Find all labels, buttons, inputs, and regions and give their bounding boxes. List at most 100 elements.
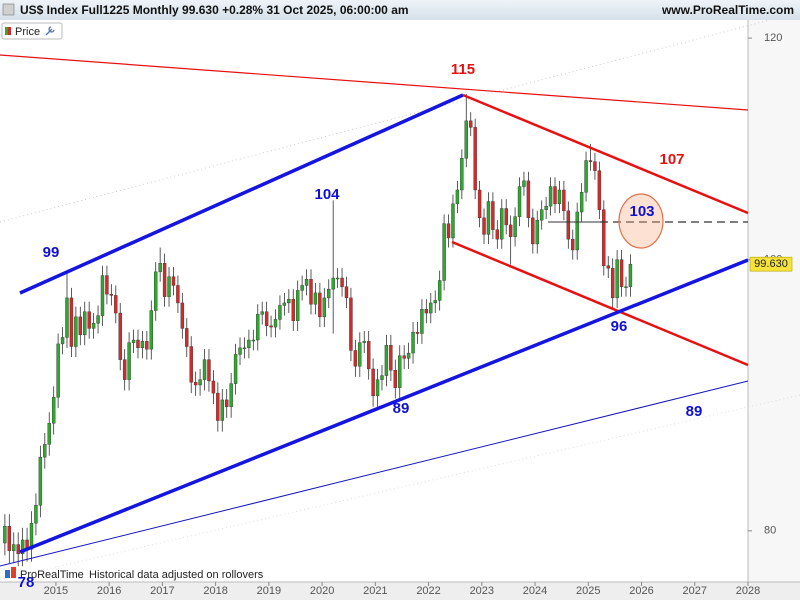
candle-body — [477, 189, 482, 219]
candle-body — [610, 267, 615, 299]
candle-body — [69, 297, 74, 347]
candle-body — [597, 170, 602, 210]
candle-body — [393, 370, 397, 388]
candle-body — [149, 310, 153, 350]
candle-body — [273, 319, 278, 328]
candle-body — [606, 265, 610, 269]
candle-body — [588, 160, 593, 162]
candle-body — [442, 223, 446, 281]
legend-box — [1, 22, 63, 40]
candle-body — [105, 275, 109, 295]
candle-body — [398, 355, 402, 388]
x-tick-label: 2018 — [203, 585, 227, 597]
candle-body — [140, 341, 145, 349]
candle-body — [344, 286, 349, 299]
candle-body — [575, 211, 579, 251]
candle-body — [460, 158, 464, 191]
brand: ProRealTime — [20, 569, 84, 581]
candle-body — [513, 216, 517, 237]
x-tick-label: 2026 — [629, 585, 653, 597]
candle-body — [309, 279, 313, 305]
candle-body — [202, 359, 207, 380]
candle-body — [96, 315, 100, 324]
candle-body — [624, 286, 628, 288]
candle-body — [464, 120, 468, 159]
candle-body — [34, 505, 38, 524]
candle-body — [593, 161, 597, 171]
chart-title: US$ Index Full1225 Monthly 99.630 +0.28%… — [20, 3, 409, 17]
y-tick-label: 120 — [764, 32, 782, 44]
candle-body — [313, 292, 318, 305]
candle-body — [118, 312, 122, 360]
candle-body — [74, 316, 78, 347]
candle-body — [38, 456, 43, 506]
candle-body — [180, 302, 185, 329]
legend-label: Price — [15, 26, 40, 38]
candle-body — [282, 302, 287, 306]
candle-body — [60, 337, 65, 345]
candle-body — [335, 277, 340, 280]
legend-swatch-up — [5, 27, 8, 35]
x-tick-label: 2020 — [310, 585, 334, 597]
candle-body — [544, 205, 548, 210]
candle-body — [318, 292, 322, 318]
annotation: 115 — [451, 61, 475, 78]
price-axis-panel — [748, 20, 800, 582]
annotation: 89 — [686, 403, 703, 420]
candle-body — [331, 277, 335, 290]
candle-body — [566, 210, 571, 240]
candle-body — [91, 323, 96, 329]
highlight-circle — [618, 193, 664, 249]
candle-body — [247, 339, 251, 349]
candle-body — [256, 314, 260, 341]
candle-body — [375, 379, 380, 397]
candle-body — [3, 526, 7, 544]
candle-body — [136, 339, 140, 349]
candle-body — [16, 544, 20, 555]
candle-body — [602, 209, 606, 266]
candle-body — [242, 347, 247, 350]
candle-body — [167, 276, 171, 297]
x-tick-label: 2025 — [576, 585, 600, 597]
candle-body — [353, 350, 358, 367]
candle-body — [185, 328, 189, 347]
candle-body — [429, 302, 433, 314]
candle-body — [304, 279, 309, 286]
candle-body — [100, 275, 105, 316]
candle-body — [500, 208, 504, 240]
candle-body — [358, 342, 362, 367]
candle-body — [198, 379, 202, 386]
candle-body — [371, 368, 375, 397]
candle-body — [278, 305, 282, 320]
candle-body — [211, 380, 216, 394]
x-tick-label: 2028 — [736, 585, 760, 597]
candle-body — [437, 280, 442, 301]
candle-body — [486, 201, 491, 235]
price-tag-label: 99.630 — [754, 258, 788, 270]
annotation: 96 — [611, 318, 628, 335]
candle-body — [171, 276, 176, 286]
candle-body — [51, 396, 56, 424]
candle-body — [491, 201, 495, 230]
x-tick-label: 2015 — [44, 585, 68, 597]
candle-body — [553, 186, 557, 205]
candle-body — [56, 343, 60, 398]
x-tick-label: 2024 — [523, 585, 547, 597]
legend-button[interactable]: Price — [1, 22, 63, 40]
trend-line — [0, 380, 749, 567]
candle-body — [420, 309, 424, 334]
wrench-icon — [45, 26, 55, 36]
candle-body — [349, 297, 353, 351]
menu-icon[interactable] — [2, 3, 15, 16]
annotation: 89 — [393, 400, 410, 417]
candle-body — [562, 189, 566, 212]
trend-line — [19, 93, 464, 295]
candle-body — [473, 127, 477, 191]
candle-body — [433, 300, 437, 304]
y-tick-label: 80 — [764, 525, 776, 537]
price-tag — [749, 256, 793, 272]
candle-body — [406, 352, 411, 359]
candle-body — [495, 229, 500, 240]
